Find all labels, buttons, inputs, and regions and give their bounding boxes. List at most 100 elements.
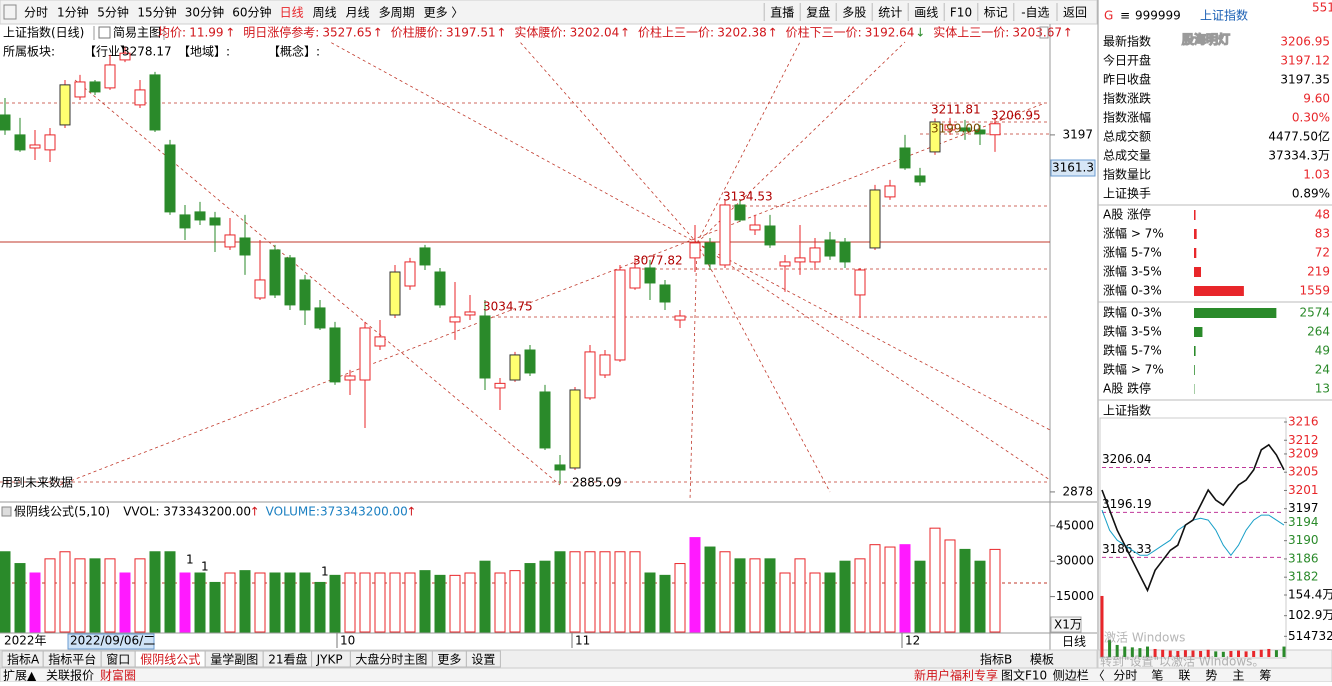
- main-chart-switch[interactable]: 简易主图: [113, 26, 161, 40]
- volume-bar: [915, 561, 925, 632]
- volume-bar: [75, 559, 85, 632]
- status-item[interactable]: 势: [1205, 669, 1217, 683]
- sector-region: 【地域】:: [178, 45, 230, 59]
- breadth-value: 219: [1307, 265, 1330, 279]
- breadth-label: A股 跌停: [1103, 381, 1151, 396]
- breadth-value: 83: [1315, 227, 1330, 241]
- tab-label[interactable]: 大盘分时主图: [355, 652, 427, 667]
- period-tab[interactable]: 30分钟: [185, 5, 224, 20]
- candle-body: [750, 225, 760, 230]
- status-item[interactable]: 关联报价: [46, 668, 94, 683]
- formula-icon[interactable]: [2, 507, 11, 516]
- volume-bar: [150, 552, 160, 632]
- stock-code: 999999: [1135, 9, 1181, 23]
- price-annotation: 2885.09: [572, 476, 622, 490]
- tab-label[interactable]: 指标A: [7, 652, 40, 667]
- toolbar-button[interactable]: F10: [950, 6, 972, 20]
- tab-label[interactable]: 设置: [471, 653, 495, 667]
- volume-bar: [45, 559, 55, 632]
- mini-tick-label: 3201: [1288, 483, 1319, 497]
- toolbar-button[interactable]: 直播: [770, 6, 794, 20]
- quote-label: 总成交量: [1103, 148, 1151, 163]
- toolbar-button[interactable]: 画线: [914, 6, 938, 20]
- period-tab[interactable]: 分时: [24, 6, 48, 20]
- candle-body: [540, 392, 550, 448]
- breadth-label: 涨幅 0-3%: [1103, 283, 1162, 298]
- breadth-label: 涨幅 3-5%: [1103, 264, 1162, 279]
- period-tab[interactable]: 日线: [280, 6, 304, 20]
- status-item[interactable]: 图文F10: [1001, 668, 1047, 683]
- checkbox[interactable]: [99, 27, 110, 38]
- period-tab[interactable]: 60分钟: [232, 5, 271, 20]
- period-tab[interactable]: 周线: [313, 6, 337, 20]
- volume-bar: [885, 547, 895, 632]
- candle-body: [60, 85, 70, 125]
- period-label[interactable]: 日线: [1062, 635, 1086, 649]
- volume-bar: [825, 573, 835, 632]
- volume-bar: [720, 552, 730, 632]
- volume-bar: [705, 547, 715, 632]
- volume-bar: [135, 559, 145, 632]
- quote-label: 最新指数: [1103, 34, 1151, 49]
- candle-body: [915, 176, 925, 182]
- windows-watermark: 激活 Windows: [1104, 631, 1185, 645]
- volume-bar: [195, 573, 205, 632]
- mini-level-label: 3206.04: [1102, 452, 1152, 466]
- candle-body: [450, 317, 460, 322]
- info-arrow: ↑: [225, 26, 235, 40]
- toolbar-button[interactable]: 多股: [842, 6, 866, 20]
- status-item[interactable]: 联: [1178, 669, 1190, 683]
- period-tab[interactable]: 多周期: [379, 6, 415, 20]
- status-item[interactable]: 主: [1232, 669, 1244, 683]
- period-tab[interactable]: 15分钟: [137, 5, 176, 20]
- breadth-label: 跌幅 0-3%: [1103, 305, 1162, 320]
- tab-label[interactable]: 假阴线公式: [140, 653, 200, 667]
- candle-body: [900, 148, 910, 168]
- tab-label[interactable]: 模板: [1030, 653, 1054, 667]
- status-item[interactable]: 分时: [1113, 669, 1137, 683]
- tab-label[interactable]: 量学副图: [210, 652, 258, 667]
- volume-bar: [855, 559, 865, 632]
- tab-label[interactable]: 指标平台: [48, 652, 96, 667]
- mini-tick-label: 3205: [1288, 465, 1319, 479]
- toolbar-button[interactable]: 标记: [984, 6, 1008, 20]
- tab-label[interactable]: 窗口: [106, 653, 130, 667]
- mini-tick-label: 3216: [1288, 415, 1319, 429]
- tab-label[interactable]: 21看盘: [268, 652, 307, 667]
- volume-bar: [645, 573, 655, 632]
- volume-bar: [285, 573, 295, 632]
- status-item[interactable]: 新用户福利专享: [914, 668, 998, 683]
- candle-body: [15, 135, 25, 150]
- candle-body: [855, 270, 865, 295]
- status-item[interactable]: 笔: [1151, 668, 1163, 683]
- period-tab[interactable]: 1分钟: [57, 5, 89, 20]
- period-tab[interactable]: 5分钟: [97, 5, 129, 20]
- volume-arrow: ↑: [406, 505, 416, 519]
- mini-tick-label: 3186: [1288, 551, 1319, 565]
- status-item[interactable]: 财富圈: [100, 668, 136, 683]
- breadth-label: 涨幅 5-7%: [1103, 245, 1162, 260]
- status-item[interactable]: 侧边栏 〈: [1053, 668, 1105, 683]
- status-item[interactable]: 扩展▲: [3, 669, 37, 683]
- candle-body: [390, 272, 400, 315]
- period-tab[interactable]: 月线: [346, 6, 370, 20]
- volume-bar: [360, 573, 370, 632]
- year-label: 2022年: [4, 634, 47, 648]
- candle-body: [435, 272, 445, 305]
- toolbar-button[interactable]: -自选: [1021, 6, 1049, 20]
- menu-icon[interactable]: ≡: [1120, 9, 1130, 23]
- toolbar-button[interactable]: 统计: [878, 6, 902, 20]
- period-tab[interactable]: 更多 〉: [424, 6, 464, 20]
- tab-label[interactable]: 指标B: [980, 652, 1012, 667]
- status-item[interactable]: 筹: [1259, 669, 1271, 683]
- info-arrow: ↑: [620, 26, 630, 40]
- volume-bar: [600, 552, 610, 632]
- tab-label[interactable]: JYKP: [316, 653, 343, 667]
- mini-chart-title: 上证指数: [1103, 403, 1151, 418]
- toolbar-button[interactable]: 返回: [1063, 6, 1087, 20]
- toolbar-button[interactable]: 复盘: [806, 5, 830, 20]
- tab-label[interactable]: 更多: [437, 653, 461, 667]
- volume-bar: [30, 573, 40, 632]
- volume-bar: [405, 573, 415, 632]
- vvol-arrow: ↑: [250, 505, 260, 519]
